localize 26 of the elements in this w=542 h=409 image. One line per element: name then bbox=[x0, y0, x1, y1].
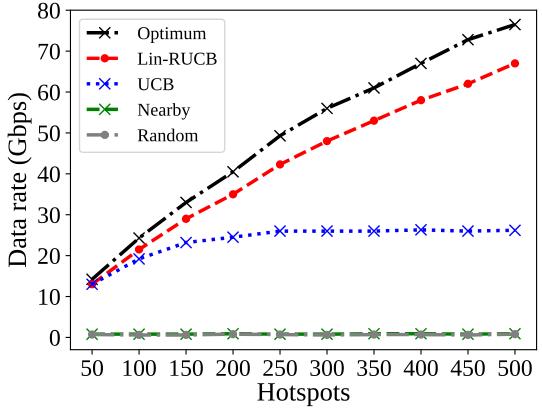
x-axis-title: Hotspots bbox=[257, 383, 350, 406]
y-tick-label: 40 bbox=[38, 166, 60, 182]
x-tick-label: 350 bbox=[357, 360, 391, 376]
legend-label: UCB bbox=[138, 78, 174, 90]
x-tick-label: 450 bbox=[450, 360, 485, 376]
x-tick-label: 500 bbox=[498, 360, 532, 376]
y-tick-label: 30 bbox=[38, 207, 60, 224]
x-tick-label: 400 bbox=[404, 360, 438, 376]
x-tick-label: 50 bbox=[82, 360, 103, 376]
x-tick-label: 250 bbox=[263, 360, 297, 376]
y-tick-label: 70 bbox=[38, 44, 60, 60]
legend-label: Lin-RUCB bbox=[138, 52, 217, 65]
y-axis-title: Data rate (Gbps) bbox=[8, 93, 32, 268]
y-tick-label: 50 bbox=[38, 125, 60, 142]
y-tick-label: 10 bbox=[39, 289, 60, 305]
legend-label: Random bbox=[138, 128, 198, 142]
x-tick-label: 150 bbox=[170, 360, 203, 376]
legend-label: Nearby bbox=[138, 103, 190, 120]
legend-label: Optimum bbox=[138, 27, 206, 43]
y-tick-label: 60 bbox=[38, 84, 60, 100]
y-tick-label: 80 bbox=[38, 2, 60, 19]
y-tick-label: 20 bbox=[38, 248, 60, 264]
y-tick-label: 0 bbox=[50, 330, 60, 346]
x-tick-label: 100 bbox=[123, 360, 156, 376]
x-tick-label: 200 bbox=[216, 360, 250, 376]
x-tick-label: 300 bbox=[310, 360, 344, 376]
